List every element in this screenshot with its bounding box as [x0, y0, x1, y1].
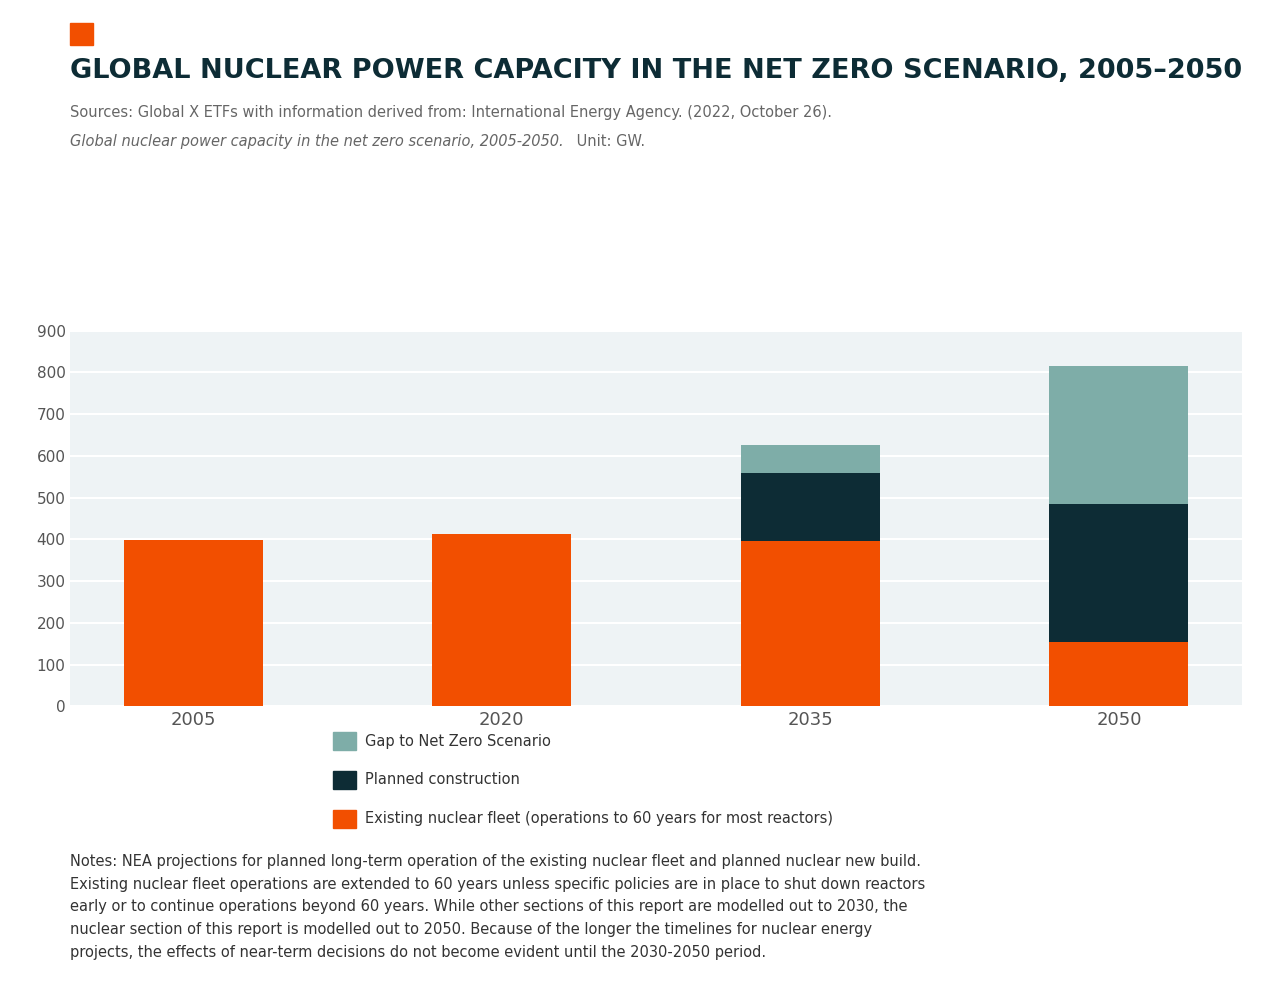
- Text: Unit: GW.: Unit: GW.: [572, 134, 645, 149]
- Bar: [1050, 366, 1188, 504]
- Bar: [741, 541, 879, 706]
- Bar: [433, 534, 571, 706]
- Bar: [124, 540, 262, 706]
- Text: Planned construction: Planned construction: [365, 773, 520, 787]
- Bar: [1050, 504, 1188, 641]
- Text: Existing nuclear fleet (operations to 60 years for most reactors): Existing nuclear fleet (operations to 60…: [365, 812, 833, 826]
- Bar: [741, 473, 879, 541]
- Text: Sources: Global X ETFs with information derived from: International Energy Agenc: Sources: Global X ETFs with information …: [70, 105, 832, 120]
- Bar: [741, 446, 879, 473]
- Text: Notes: NEA projections for planned long-term operation of the existing nuclear f: Notes: NEA projections for planned long-…: [70, 854, 925, 960]
- Text: Gap to Net Zero Scenario: Gap to Net Zero Scenario: [365, 734, 550, 748]
- Text: GLOBAL NUCLEAR POWER CAPACITY IN THE NET ZERO SCENARIO, 2005–2050: GLOBAL NUCLEAR POWER CAPACITY IN THE NET…: [70, 58, 1243, 84]
- Bar: [1050, 641, 1188, 706]
- Text: Global nuclear power capacity in the net zero scenario, 2005-2050.: Global nuclear power capacity in the net…: [70, 134, 564, 149]
